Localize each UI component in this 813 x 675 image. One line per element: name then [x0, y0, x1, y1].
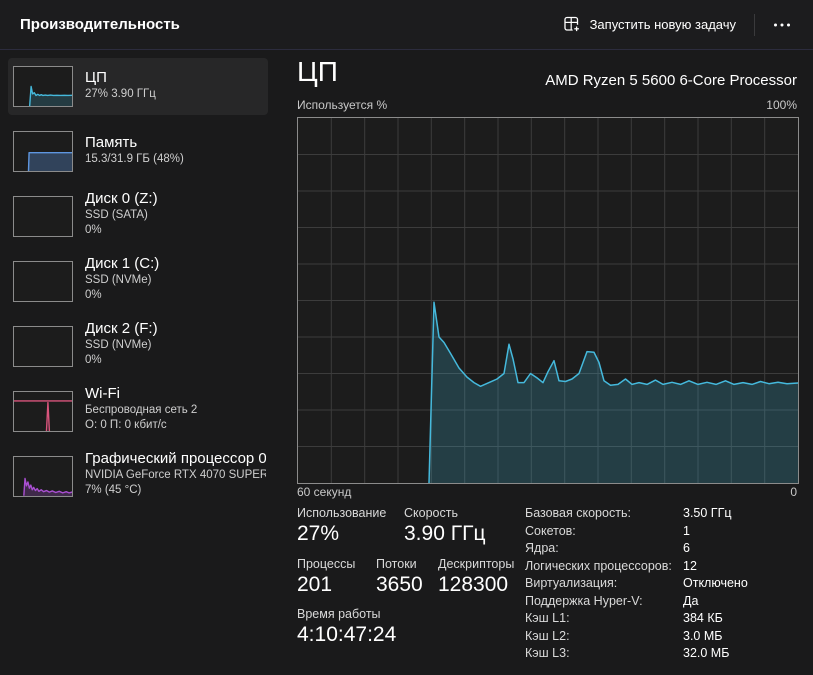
detail-row: Поддержка Hyper-V: Да — [525, 594, 813, 612]
detail-label: Ядра: — [525, 541, 559, 555]
detail-value: 1 — [683, 523, 690, 538]
threads-value: 3650 — [376, 573, 423, 596]
chart-axis-bottom-left: 60 секунд — [297, 485, 352, 499]
detail-row: Кэш L2: 3.0 МБ — [525, 629, 813, 647]
chart-axis-top-right: 100% — [766, 98, 797, 112]
sidebar-item-disk0[interactable]: Диск 0 (Z:) SSD (SATA) 0% — [8, 188, 268, 245]
sparkline-chart — [13, 326, 73, 367]
detail-label: Кэш L3: — [525, 646, 570, 660]
sidebar-item-cpu[interactable]: ЦП 27% 3.90 ГГц — [8, 58, 268, 115]
detail-label: Кэш L2: — [525, 628, 570, 643]
sidebar-item-disk1[interactable]: Диск 1 (C:) SSD (NVMe) 0% — [8, 253, 268, 310]
detail-row: Ядра: 6 — [525, 541, 813, 559]
usage-label: Использование — [297, 506, 387, 520]
sidebar-item-memory[interactable]: Память 15.3/31.9 ГБ (48%) — [8, 123, 268, 180]
sidebar-item-detail-1: 15.3/31.9 ГБ (48%) — [85, 153, 184, 165]
detail-value: 3.0 МБ — [683, 628, 723, 643]
sparkline-chart — [13, 261, 73, 302]
detail-row: Логических процессоров: 12 — [525, 559, 813, 577]
detail-label: Виртуализация: — [525, 576, 618, 590]
uptime-label: Время работы — [297, 607, 381, 621]
sidebar-item-disk2[interactable]: Диск 2 (F:) SSD (NVMe) 0% — [8, 318, 268, 375]
ellipsis-icon — [773, 22, 791, 28]
detail-label: Сокетов: — [525, 523, 576, 538]
handles-label: Дескрипторы — [438, 557, 515, 571]
detail-value: 12 — [683, 558, 697, 573]
sparkline-chart — [13, 196, 73, 237]
chart-axis-top-left: Используется % — [297, 98, 388, 112]
sidebar-item-title: Графический процессор 0 — [85, 450, 266, 467]
sidebar-item-detail-1: Беспроводная сеть 2 — [85, 404, 198, 416]
processor-name: AMD Ryzen 5 5600 6-Core Processor — [545, 72, 797, 89]
handles-value: 128300 — [438, 573, 509, 596]
detail-value: 3.50 ГГц — [683, 506, 732, 520]
detail-value: Отключено — [683, 576, 748, 590]
toolbar-divider — [754, 13, 755, 36]
title-bar: Производительность Запустить новую задач… — [0, 0, 813, 50]
detail-label: Базовая скорость: — [525, 506, 631, 520]
cpu-panel: ЦП AMD Ryzen 5 5600 6-Core Processor Исп… — [297, 49, 813, 675]
sidebar-item-wifi[interactable]: Wi-Fi Беспроводная сеть 2 О: 0 П: 0 кбит… — [8, 383, 268, 440]
sparkline-chart — [13, 131, 73, 172]
sidebar-item-detail-1: SSD (NVMe) — [85, 274, 152, 286]
performance-sidebar: ЦП 27% 3.90 ГГц Память 15.3/31.9 ГБ (48%… — [8, 58, 268, 513]
speed-label: Скорость — [404, 506, 458, 520]
detail-label: Кэш L1: — [525, 611, 570, 625]
speed-value: 3.90 ГГц — [404, 522, 486, 545]
detail-row: Сокетов: 1 — [525, 524, 813, 542]
usage-value: 27% — [297, 522, 340, 545]
detail-value: 384 КБ — [683, 611, 723, 625]
detail-row: Базовая скорость: 3.50 ГГц — [525, 506, 813, 524]
sidebar-item-detail-2: О: 0 П: 0 кбит/с — [85, 419, 167, 431]
sparkline-chart — [13, 456, 73, 497]
sidebar-item-detail-1: NVIDIA GeForce RTX 4070 SUPER — [85, 469, 266, 481]
detail-row: Кэш L3: 32.0 МБ — [525, 646, 813, 664]
sidebar-item-detail-2: 0% — [85, 289, 102, 301]
sidebar-item-title: Диск 0 (Z:) — [85, 190, 158, 207]
sidebar-item-title: ЦП — [85, 69, 107, 86]
sidebar-item-detail-2: 7% (45 °C) — [85, 484, 142, 496]
cpu-details-list: Базовая скорость: 3.50 ГГц Сокетов: 1 Яд… — [525, 506, 813, 664]
detail-label: Поддержка Hyper-V: — [525, 593, 643, 608]
detail-value: Да — [683, 593, 699, 608]
threads-label: Потоки — [376, 557, 417, 571]
sidebar-item-detail-1: SSD (NVMe) — [85, 339, 152, 351]
detail-row: Виртуализация: Отключено — [525, 576, 813, 594]
sidebar-item-gpu[interactable]: Графический процессор 0 NVIDIA GeForce R… — [8, 448, 268, 505]
panel-title: ЦП — [297, 56, 338, 87]
sparkline-chart — [13, 391, 73, 432]
sidebar-item-detail-1: 27% 3.90 ГГц — [85, 88, 156, 100]
run-new-task-label: Запустить новую задачу — [589, 17, 736, 32]
sidebar-item-detail-2: 0% — [85, 224, 102, 236]
uptime-value: 4:10:47:24 — [297, 623, 397, 646]
toolbar-actions: Запустить новую задачу — [554, 9, 801, 40]
detail-value: 6 — [683, 541, 690, 555]
cpu-usage-chart — [297, 117, 799, 484]
sidebar-item-detail-1: SSD (SATA) — [85, 209, 148, 221]
sidebar-item-title: Диск 1 (C:) — [85, 255, 160, 272]
detail-label: Логических процессоров: — [525, 558, 672, 573]
new-task-icon — [563, 16, 581, 33]
sidebar-item-title: Диск 2 (F:) — [85, 320, 158, 337]
sidebar-item-detail-2: 0% — [85, 354, 102, 366]
detail-row: Кэш L1: 384 КБ — [525, 611, 813, 629]
processes-label: Процессы — [297, 557, 356, 571]
chart-axis-bottom-right: 0 — [790, 485, 797, 499]
detail-value: 32.0 МБ — [683, 646, 730, 660]
more-options-button[interactable] — [763, 14, 801, 36]
sparkline-chart — [13, 66, 73, 107]
processes-value: 201 — [297, 573, 333, 596]
page-title: Производительность — [20, 16, 180, 33]
sidebar-item-title: Память — [85, 134, 138, 151]
run-new-task-button[interactable]: Запустить новую задачу — [554, 9, 746, 40]
sidebar-item-title: Wi-Fi — [85, 385, 120, 402]
